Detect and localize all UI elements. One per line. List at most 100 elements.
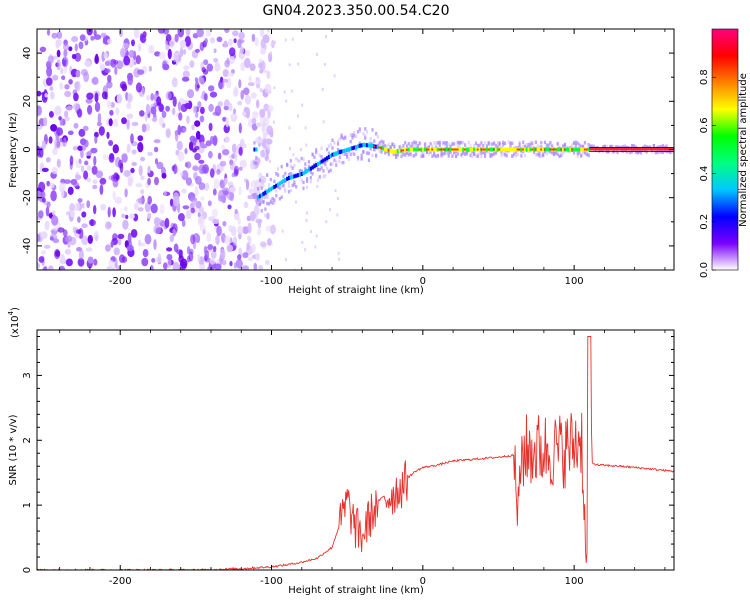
heatmap-cell bbox=[186, 246, 191, 255]
heatmap-cell bbox=[72, 226, 76, 234]
heatmap-cell bbox=[194, 120, 201, 127]
ridge-halo bbox=[278, 197, 281, 201]
ridge-halo bbox=[260, 197, 263, 201]
ridge-halo bbox=[320, 155, 323, 159]
ridge-halo bbox=[453, 150, 456, 155]
ridge-core bbox=[422, 147, 425, 152]
heatmap-cell bbox=[248, 75, 252, 82]
ridge-halo bbox=[302, 180, 305, 185]
ridge-halo bbox=[387, 143, 390, 147]
heatmap-cell bbox=[92, 179, 98, 184]
heatmap-cell bbox=[126, 102, 132, 110]
ridge-core bbox=[436, 147, 440, 152]
heatmap-cell bbox=[200, 141, 205, 149]
heatmap-cell bbox=[227, 72, 235, 77]
ridge-core bbox=[318, 160, 322, 165]
heatmap-cell bbox=[64, 110, 69, 118]
ridge-halo bbox=[473, 151, 476, 156]
heatmap-cell bbox=[123, 206, 128, 212]
heatmap-cell bbox=[56, 31, 63, 39]
heatmap-cell bbox=[129, 213, 135, 220]
ridge-halo bbox=[447, 151, 450, 155]
heatmap-cell bbox=[49, 91, 55, 100]
heatmap-cell bbox=[284, 38, 287, 42]
ridge-core bbox=[262, 191, 265, 196]
heatmap-cell bbox=[234, 151, 238, 162]
ridge-halo bbox=[424, 142, 427, 146]
heatmap-cell bbox=[213, 245, 217, 253]
ridge-halo bbox=[255, 161, 258, 166]
ridge-halo bbox=[442, 141, 445, 145]
heatmap-cell bbox=[107, 206, 111, 218]
ridge-halo bbox=[362, 132, 365, 136]
ridge-core bbox=[327, 155, 331, 159]
ridge-halo bbox=[480, 151, 483, 155]
ridge-halo bbox=[627, 150, 630, 154]
ridge-halo bbox=[474, 141, 478, 145]
ridge-halo bbox=[494, 143, 498, 148]
heatmap-cell bbox=[60, 253, 66, 265]
ridge-halo bbox=[587, 143, 590, 147]
ridge-halo bbox=[346, 153, 349, 157]
heatmap-cell bbox=[274, 40, 277, 44]
heatmap-cell bbox=[121, 213, 126, 219]
ridge-halo bbox=[493, 141, 496, 146]
heatmap-cell bbox=[108, 140, 114, 146]
ridge-halo bbox=[471, 154, 474, 159]
heatmap-cell bbox=[182, 70, 190, 79]
ridge-halo bbox=[605, 144, 608, 149]
ridge-core bbox=[616, 147, 619, 151]
snr-x-label: Height of straight line (km) bbox=[288, 585, 424, 596]
ridge-core bbox=[353, 145, 356, 150]
ridge-core bbox=[356, 144, 360, 149]
heatmap-cell bbox=[46, 66, 53, 78]
heatmap-cell bbox=[86, 92, 94, 100]
heatmap-cell bbox=[203, 93, 208, 101]
heatmap-cell bbox=[97, 113, 102, 124]
heatmap-cell bbox=[113, 118, 119, 128]
heatmap-cell bbox=[204, 250, 210, 260]
snr-y-label: SNR (10 * v/v) bbox=[8, 414, 19, 485]
ridge-core bbox=[507, 147, 510, 152]
heatmap-cell bbox=[255, 79, 261, 85]
ridge-core bbox=[533, 147, 536, 152]
ridge-core bbox=[591, 147, 594, 151]
ridge-halo bbox=[661, 144, 665, 148]
snr-x-ticks: -200 -100 0 100 bbox=[59, 330, 666, 587]
heatmap-cell bbox=[43, 265, 48, 270]
heatmap-cell bbox=[238, 166, 243, 171]
ridge-halo bbox=[473, 144, 476, 148]
ridge-halo bbox=[565, 145, 568, 149]
heatmap-cell bbox=[81, 223, 88, 228]
ridge-halo bbox=[558, 154, 561, 158]
heatmap-cell bbox=[59, 82, 64, 90]
ridge-halo bbox=[516, 152, 519, 157]
heatmap-cell bbox=[163, 190, 167, 197]
ridge-halo bbox=[622, 149, 625, 153]
heatmap-cell bbox=[199, 115, 205, 123]
heatmap-cell bbox=[139, 242, 146, 247]
ridge-halo bbox=[275, 189, 278, 193]
heatmap-cell bbox=[105, 221, 112, 230]
ridge-halo bbox=[449, 144, 452, 149]
ridge-halo bbox=[449, 150, 452, 154]
ridge-core bbox=[611, 147, 614, 151]
ridge-core bbox=[569, 147, 572, 152]
heatmap-cell bbox=[185, 209, 192, 220]
heatmap-cell bbox=[86, 200, 91, 209]
heatmap-cell bbox=[156, 161, 164, 170]
ridge-halo bbox=[385, 144, 389, 149]
heatmap-cell bbox=[184, 35, 191, 47]
heatmap-cell bbox=[260, 38, 266, 49]
ridge-core bbox=[545, 147, 549, 152]
heatmap-cell bbox=[200, 106, 205, 115]
ridge-halo bbox=[554, 151, 557, 155]
heatmap-cell bbox=[106, 81, 113, 89]
ridge-core bbox=[489, 147, 492, 152]
ridge-halo bbox=[358, 127, 361, 131]
ridge-core bbox=[462, 147, 465, 152]
ridge-core bbox=[607, 147, 610, 151]
heatmap-cell bbox=[39, 46, 47, 53]
ridge-halo bbox=[351, 136, 354, 140]
